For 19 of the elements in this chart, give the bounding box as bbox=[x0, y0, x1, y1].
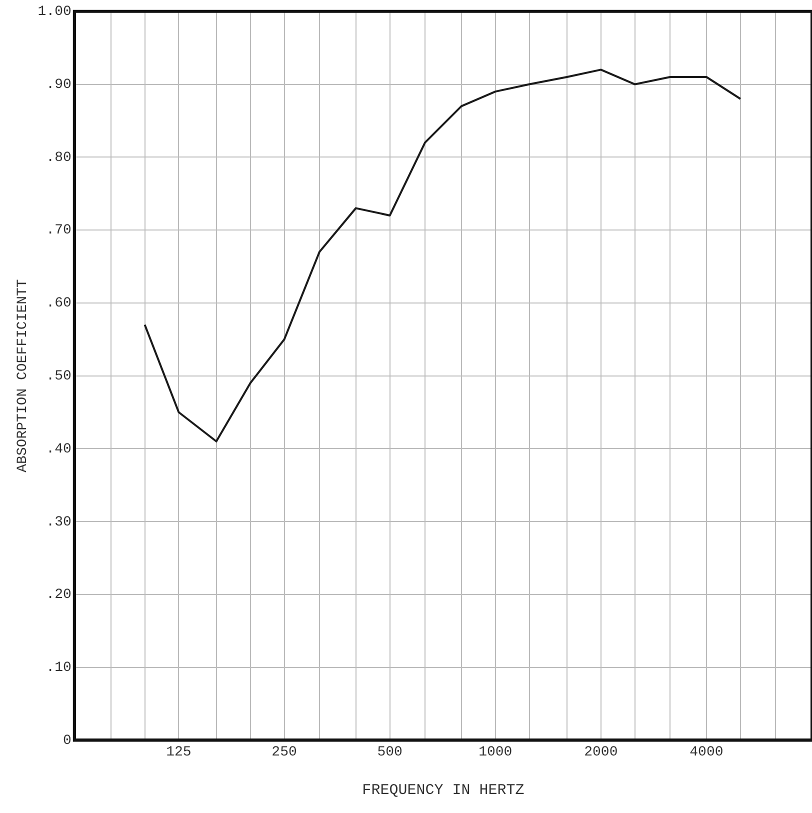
y-tick-label: 0 bbox=[63, 732, 72, 749]
y-tick-label: .50 bbox=[46, 368, 72, 385]
x-tick-label: 4000 bbox=[690, 744, 724, 760]
y-tick-label: .40 bbox=[46, 441, 72, 458]
y-tick-label: .10 bbox=[46, 660, 72, 676]
y-tick-label: .60 bbox=[46, 296, 72, 312]
x-tick-label: 250 bbox=[272, 744, 297, 760]
x-tick-label: 2000 bbox=[584, 744, 618, 760]
y-axis-title: ABSORPTION COEFFICIENTT bbox=[15, 279, 32, 472]
x-tick-label: 125 bbox=[166, 744, 192, 760]
x-tick-label: 500 bbox=[377, 744, 402, 760]
y-tick-label: .80 bbox=[46, 150, 72, 166]
x-axis-title: FREQUENCY IN HERTZ bbox=[362, 782, 524, 799]
x-tick-label: 1000 bbox=[478, 744, 512, 760]
y-tick-label: 1.00 bbox=[38, 4, 72, 20]
y-tick-label: .30 bbox=[46, 514, 72, 530]
y-tick-label: .20 bbox=[46, 587, 72, 604]
y-tick-label: .90 bbox=[46, 76, 72, 93]
y-tick-label: .70 bbox=[46, 222, 72, 239]
